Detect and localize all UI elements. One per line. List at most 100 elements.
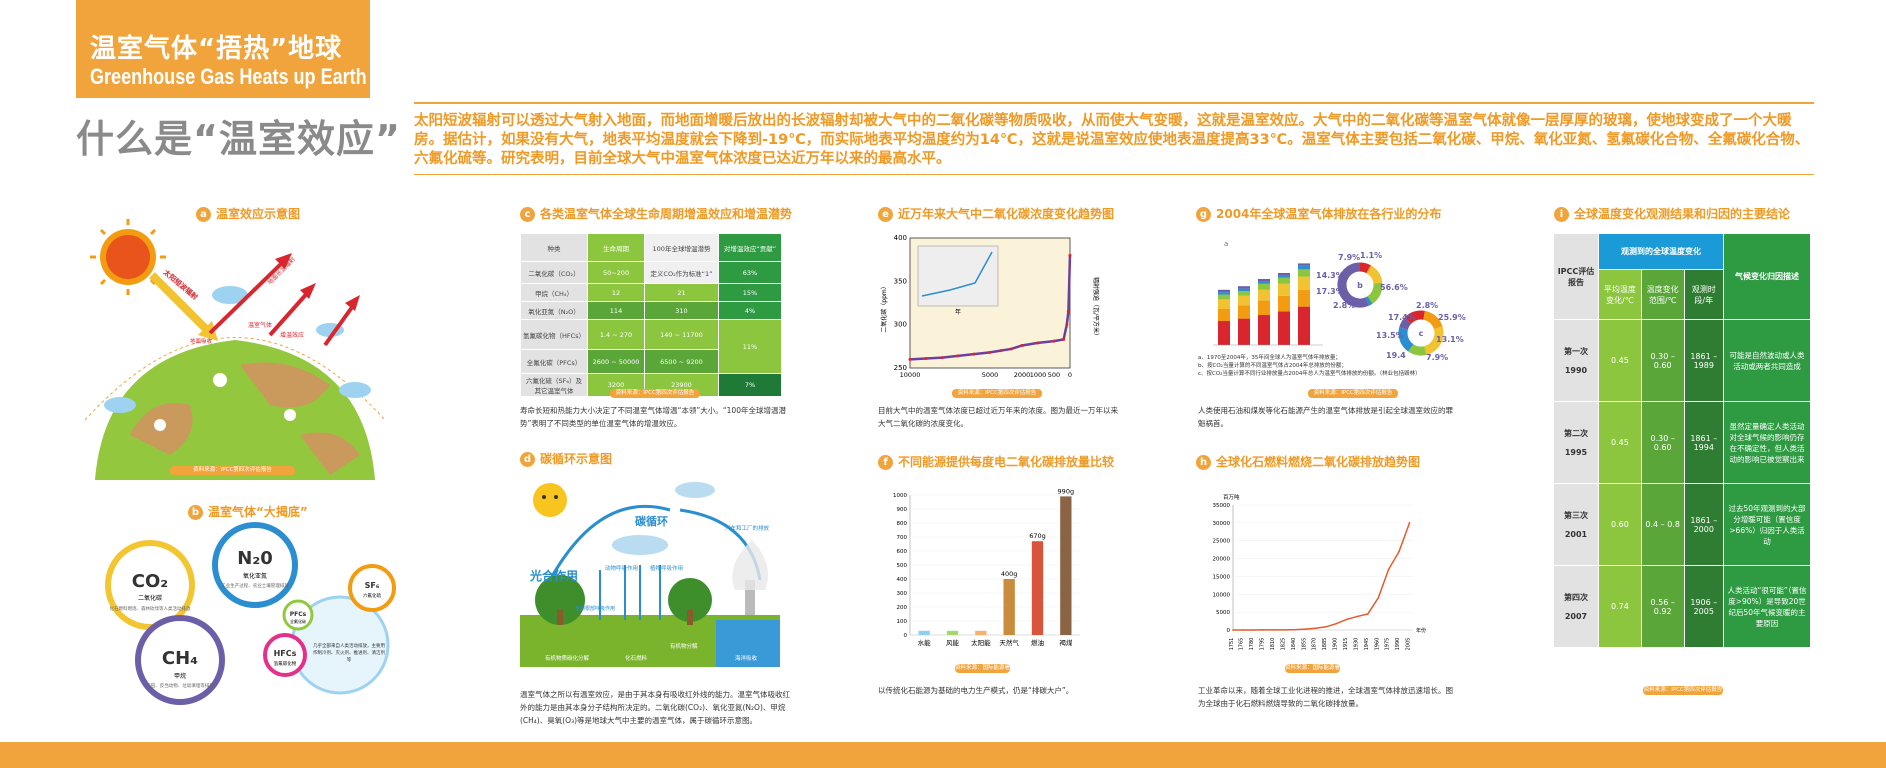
stacked-bar-segment [1278, 295, 1290, 312]
tick-label: 1751 [1229, 638, 1235, 651]
tick-label: 900 [897, 507, 908, 513]
data-point [1367, 613, 1369, 615]
donut-slice [1366, 265, 1373, 274]
section-f-title: f 不同能源提供每度电二氧化碳排放量比较 [878, 453, 1114, 470]
tick-label: 10000 [900, 371, 921, 379]
donut-slice [1404, 310, 1422, 325]
svg-text:HFCs: HFCs [274, 649, 297, 658]
data-point [1262, 629, 1265, 631]
tick-label: 0 [1068, 371, 1072, 379]
svg-text:化石燃料燃烧、森林砍伐等人类活动排放: 化石燃料燃烧、森林砍伐等人类活动排放 [110, 605, 191, 612]
stacked-bar-segment [1278, 311, 1290, 345]
data-point [1356, 615, 1359, 618]
stacked-bar-segment [1258, 279, 1270, 282]
data-point [972, 352, 976, 356]
data-point [1068, 253, 1072, 257]
stacked-bar-segment [1218, 289, 1230, 293]
section-h-note: 工业革命以来，随着全球工业化进程的推进，全球温室气体排放迅速增长。图为全球由于化… [1198, 686, 1453, 708]
section-h-title: h 全球化石燃料燃烧二氧化碳排放趋势图 [1196, 453, 1420, 470]
donut-slice [1398, 327, 1414, 352]
stacked-bar-segment [1298, 263, 1310, 266]
svg-text:氧化亚氮: 氧化亚氮 [243, 572, 267, 580]
svg-text:有机物质碳化分解: 有机物质碳化分解 [545, 654, 590, 662]
stacked-bar-segment [1258, 315, 1270, 345]
svg-text:海洋吸收: 海洋吸收 [735, 654, 758, 662]
stacked-bar-segment [1298, 265, 1310, 270]
energy-emission-chart: 0 100 200 300 400 500 600 700 800 900 1000 水能 风能 太阳能天… [893, 487, 1080, 647]
stacked-bar-segment [1278, 277, 1290, 284]
tick-label: 300 [894, 321, 907, 329]
inset-line [921, 251, 993, 297]
intro-heading: 什么是“温室效应” [76, 117, 401, 161]
svg-text:碳循环: 碳循环 [635, 514, 668, 528]
svg-text:化石燃料: 化石燃料 [625, 654, 648, 662]
svg-text:温室气体: 温室气体 [248, 321, 272, 329]
section-g-note: 人类使用石油和煤炭等化石能源产生的温室气体排放是引起全球温室效应的罪魁祸首。 [1198, 406, 1453, 428]
section-g-source: 资料来源：IPCC第四次评估报告 [1308, 389, 1398, 398]
stacked-bar-segment [1258, 300, 1270, 315]
tick-label: 25000 [1213, 539, 1231, 545]
donut-value: 17.4% [1388, 313, 1416, 322]
svg-text:太阳短波辐射: 太阳短波辐射 [162, 268, 200, 302]
data-point [1408, 522, 1411, 524]
donut-slice [1399, 317, 1412, 330]
data-point [1252, 629, 1254, 631]
divider-line [414, 102, 1814, 104]
data-point [1387, 568, 1390, 571]
stacked-bar-segment [1258, 281, 1270, 284]
tick-label: 1825 [1280, 638, 1286, 651]
section-g-title: g 2004年全球温室气体排放在各行业的分布 [1196, 205, 1441, 222]
axis-label: 百万吨 [1223, 493, 1240, 501]
svg-text:甲烷: 甲烷 [174, 672, 186, 680]
stacked-bar-segment [1238, 295, 1250, 306]
tick-label: 1975 [1385, 638, 1391, 651]
data-point [940, 356, 944, 360]
tick-label: 400 [894, 234, 907, 242]
svg-text:六氟化硫: 六氟化硫 [363, 592, 381, 599]
svg-text:PFCs: PFCs [290, 611, 307, 618]
title-chinese: 温室气体“捂热”地球 [90, 34, 343, 64]
donut-slice [1423, 326, 1444, 355]
tick-label: 400 [897, 577, 908, 583]
stacked-bar-segment [1238, 291, 1250, 296]
category-label: 褐煤 [1059, 638, 1073, 647]
data-point [1241, 629, 1244, 631]
data-point [1314, 627, 1317, 630]
data-point [1273, 629, 1275, 631]
title-english: Greenhouse Gas Heats up Earth [90, 64, 367, 89]
bar-2 [946, 630, 959, 635]
tick-label: 1000 [1030, 371, 1047, 379]
svg-text:N₂0: N₂0 [237, 548, 272, 569]
tick-label: 20000 [1213, 557, 1231, 563]
tick-label: 200 [897, 605, 908, 611]
bar-1 [918, 630, 930, 635]
section-f-note: 以传统化石能源为基础的电力生产模式，仍是“排碳大户”。 [878, 686, 1074, 695]
tick-label: 1780 [1249, 638, 1255, 651]
tick-label: 35000 [1213, 503, 1231, 509]
section-c-title: c 各类温室气体全球生命周期增温效应和增温潜势 [520, 205, 792, 222]
tick-label: 1795 [1260, 638, 1266, 651]
section-e-note: 目前大气中的温室气体浓度已超过近万年来的浓度。图为最近一万年以来大气二氧化碳的浓… [878, 406, 1118, 428]
donut-value: 13.1% [1436, 335, 1464, 344]
stacked-bar-segment [1298, 276, 1310, 290]
svg-text:辐射强迫（瓦/平方米）: 辐射强迫（瓦/平方米） [1092, 277, 1100, 339]
svg-text:二氧化碳（ppm）: 二氧化碳（ppm） [880, 283, 888, 332]
data-point [1009, 347, 1013, 351]
table-row: 第三次 2001 0.60 0.4 – 0.8 1861 – 2000 过去50年… [1553, 483, 1811, 566]
divider-line [414, 174, 1814, 175]
section-d-title: d 碳循环示意图 [520, 450, 612, 467]
svg-text:二氧化碳: 二氧化碳 [138, 594, 162, 602]
sector-distribution-chart: a b7.9% 1.1%14.3%17.3%2.8%56.6%c2.8%17.4%… [1213, 240, 1466, 362]
stacked-bar-segment [1238, 286, 1250, 289]
axis-label: 年份 [1416, 627, 1426, 634]
data-point [956, 354, 960, 358]
tick-label: 1000 [893, 493, 907, 499]
intro-paragraph: 太阳短波辐射可以透过大气射入地面，而地面增暖后放出的长波辐射却被大气中的二氧化碳… [414, 113, 1810, 167]
svg-text:植物呼吸作用: 植物呼吸作用 [650, 564, 683, 572]
bar-5 [1031, 541, 1044, 635]
tick-label: 5000 [1216, 610, 1230, 616]
section-a-title: a 温室效应示意图 [196, 205, 300, 222]
stacked-bar-segment [1298, 269, 1310, 277]
tick-label: 1900 [1333, 638, 1339, 651]
tick-label: 250 [894, 364, 907, 372]
